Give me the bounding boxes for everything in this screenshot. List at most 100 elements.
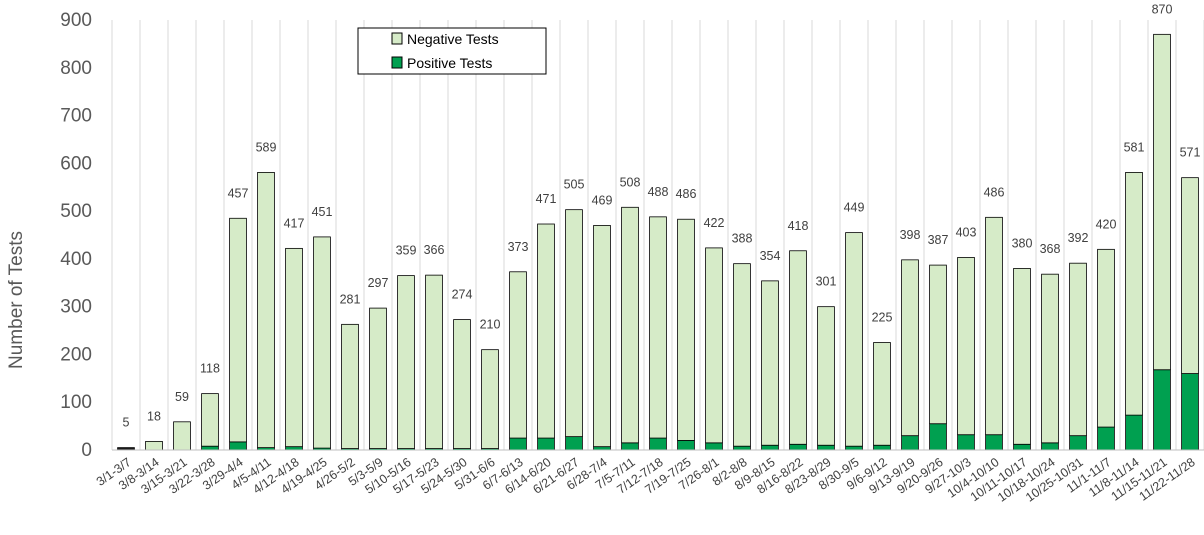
y-tick-label: 0	[81, 440, 92, 461]
bar-positive	[677, 440, 695, 451]
data-label: 420	[1096, 217, 1117, 231]
data-label: 422	[704, 216, 725, 230]
bar-positive	[649, 437, 667, 451]
bar-negative	[817, 306, 835, 446]
bar-positive	[201, 445, 219, 451]
bar-negative	[621, 206, 639, 444]
bar-negative	[565, 209, 583, 438]
y-tick-label: 100	[60, 392, 92, 413]
data-label: 403	[956, 225, 977, 239]
bar-positive	[817, 444, 835, 451]
data-label: 471	[536, 192, 557, 206]
data-label: 870	[1152, 2, 1173, 16]
data-label: 486	[984, 185, 1005, 199]
bar-positive	[1181, 373, 1199, 451]
bar-negative	[705, 247, 723, 444]
bar-positive	[705, 442, 723, 451]
bar-positive	[845, 445, 863, 451]
legend-label-negative: Negative Tests	[407, 31, 499, 47]
data-label: 417	[284, 216, 305, 230]
bar-negative	[481, 349, 499, 449]
data-label: 5	[123, 416, 130, 430]
data-label: 392	[1068, 231, 1089, 245]
bar-negative	[901, 259, 919, 437]
bar-positive	[229, 441, 247, 451]
bar-negative	[1181, 177, 1199, 374]
data-label: 418	[788, 219, 809, 233]
bar-positive	[985, 434, 1003, 451]
bar-negative	[733, 263, 751, 447]
data-label: 366	[424, 243, 445, 257]
bar-positive	[1041, 442, 1059, 451]
label-layer: 5 18 59 118 457 589 417 451 281 297 359 366 274 210 37…	[123, 2, 1201, 429]
bar-negative	[1013, 268, 1031, 445]
data-label: 59	[175, 390, 189, 404]
data-label: 457	[228, 186, 249, 200]
bar-negative	[985, 216, 1003, 436]
data-label: 486	[676, 187, 697, 201]
data-label: 387	[928, 233, 949, 247]
bar-negative	[789, 250, 807, 445]
bar-negative	[845, 232, 863, 447]
bar-negative	[313, 236, 331, 449]
bar-positive	[565, 436, 583, 451]
data-label: 225	[872, 311, 893, 325]
bar-positive	[1013, 443, 1031, 451]
y-tick-label: 600	[60, 153, 92, 174]
data-label: 359	[396, 244, 417, 258]
bar-positive	[621, 442, 639, 451]
data-label: 589	[256, 140, 277, 154]
bar-positive	[1097, 426, 1115, 451]
bar-negative	[1125, 172, 1143, 416]
bar-negative	[649, 216, 667, 439]
data-label: 388	[732, 232, 753, 246]
data-label: 301	[816, 275, 837, 289]
y-tick-label: 400	[60, 249, 92, 270]
data-label: 571	[1180, 146, 1201, 160]
bar-negative	[1153, 33, 1171, 371]
data-label: 118	[200, 362, 220, 376]
y-axis-label: Number of Tests	[6, 231, 27, 369]
bar-negative	[677, 218, 695, 441]
bar-positive	[509, 437, 527, 451]
bar-negative	[929, 264, 947, 425]
bar-positive	[957, 434, 975, 451]
bar-positive	[1153, 369, 1171, 451]
y-tick-label: 900	[60, 10, 92, 31]
data-label: 274	[452, 288, 473, 302]
bar-negative	[229, 217, 247, 443]
bar-negative	[509, 271, 527, 439]
bar-positive	[929, 423, 947, 451]
data-label: 368	[1040, 242, 1061, 256]
bar-positive	[593, 446, 611, 451]
bar-negative	[957, 257, 975, 436]
legend-label-positive: Positive Tests	[407, 55, 492, 71]
legend: Negative Tests Positive Tests	[357, 27, 547, 75]
data-label: 488	[648, 185, 669, 199]
bar-negative	[537, 223, 555, 439]
y-tick-label: 500	[60, 201, 92, 222]
data-label: 297	[368, 276, 389, 290]
data-label: 354	[760, 249, 781, 263]
bar-positive	[873, 444, 891, 451]
bar-negative	[425, 274, 443, 449]
data-label: 508	[620, 175, 641, 189]
bar-negative	[341, 323, 359, 449]
data-label: 449	[844, 201, 865, 215]
bars-layer	[117, 33, 1199, 451]
y-tick-label: 800	[60, 58, 92, 79]
y-tick-label: 300	[60, 297, 92, 318]
bar-negative	[397, 275, 415, 449]
data-label: 451	[312, 205, 333, 219]
bar-positive	[761, 444, 779, 451]
legend-swatch-negative	[391, 32, 403, 45]
legend-box	[357, 27, 547, 75]
data-label: 581	[1124, 140, 1145, 154]
bar-positive	[1125, 414, 1143, 451]
y-tick-label: 700	[60, 106, 92, 127]
bar-positive	[901, 435, 919, 451]
bar-positive	[1069, 435, 1087, 451]
bar-negative	[145, 440, 163, 451]
data-label: 18	[147, 409, 161, 423]
